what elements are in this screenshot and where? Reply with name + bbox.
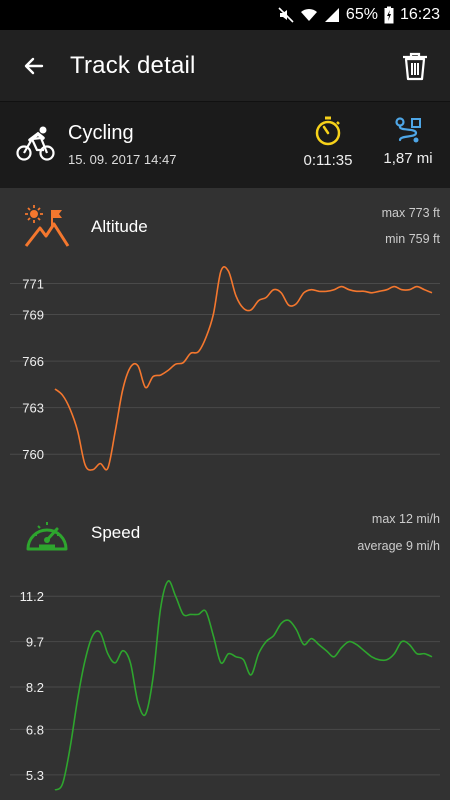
clock: 16:23 <box>399 6 440 23</box>
speed-y-tick-label: 6.8 <box>26 722 44 737</box>
activity-type: Cycling <box>68 122 134 144</box>
delete-button[interactable] <box>398 48 432 84</box>
speedometer-icon <box>24 513 70 558</box>
arrow-left-icon <box>24 57 44 75</box>
speed-series-line <box>54 580 433 791</box>
duration-stat: 0:11:35 <box>298 116 358 169</box>
altitude-chart-svg: 760 763 766 769 771 <box>10 266 440 471</box>
speed-y-tick-label: 8.2 <box>26 680 44 695</box>
altitude-label: Altitude <box>91 217 148 236</box>
mountain-icon <box>24 204 70 253</box>
status-icons: 65% 16:23 <box>278 0 440 30</box>
app-bar: Track detail <box>0 30 450 102</box>
mute-icon <box>278 7 294 23</box>
status-bar: 65% 16:23 <box>0 0 450 30</box>
track-summary: Cycling 15. 09. 2017 14:47 0:11:35 1,87 … <box>0 102 450 188</box>
distance-value: 1,87 mi <box>383 150 433 167</box>
altitude-y-tick-label: 766 <box>22 354 44 369</box>
altitude-series-line <box>54 266 433 471</box>
speed-label: Speed <box>91 523 141 542</box>
page-title: Track detail <box>70 52 196 79</box>
trash-icon <box>403 52 427 81</box>
altitude-y-tick-label: 771 <box>22 277 44 292</box>
cyclist-icon <box>16 126 56 167</box>
battery-percent: 65% <box>345 6 378 23</box>
speed-y-tick-label: 5.3 <box>26 768 44 783</box>
wifi-icon <box>300 7 318 23</box>
speed-chart-svg: 5.3 6.8 8.2 9.7 11.2 <box>10 580 440 791</box>
activity-date: 15. 09. 2017 14:47 <box>68 152 177 167</box>
stopwatch-icon <box>315 116 341 146</box>
speed-chart: 5.3 6.8 8.2 9.7 11.2 <box>0 565 450 800</box>
altitude-y-tick-label: 760 <box>22 447 44 462</box>
altitude-max: max 773 ft <box>381 206 440 220</box>
altitude-y-tick-label: 769 <box>22 308 44 323</box>
speed-header: Speed max 12 mi/h average 9 mi/h <box>0 505 450 565</box>
speed-y-tick-label: 11.2 <box>20 589 44 604</box>
distance-stat: 1,87 mi <box>378 116 438 167</box>
speed-y-tick-label: 9.7 <box>26 635 44 650</box>
duration-value: 0:11:35 <box>303 152 353 169</box>
speed-max: max 12 mi/h <box>371 512 440 526</box>
battery-charging-icon <box>384 6 394 24</box>
altitude-min: min 759 ft <box>385 232 440 246</box>
altitude-header: Altitude max 773 ft min 759 ft <box>0 198 450 258</box>
speed-average: average 9 mi/h <box>357 539 440 553</box>
signal-icon <box>324 7 340 23</box>
route-icon <box>395 117 421 143</box>
altitude-y-tick-label: 763 <box>22 401 44 416</box>
back-button[interactable] <box>16 48 52 84</box>
altitude-chart: 760 763 766 769 771 <box>0 258 450 500</box>
